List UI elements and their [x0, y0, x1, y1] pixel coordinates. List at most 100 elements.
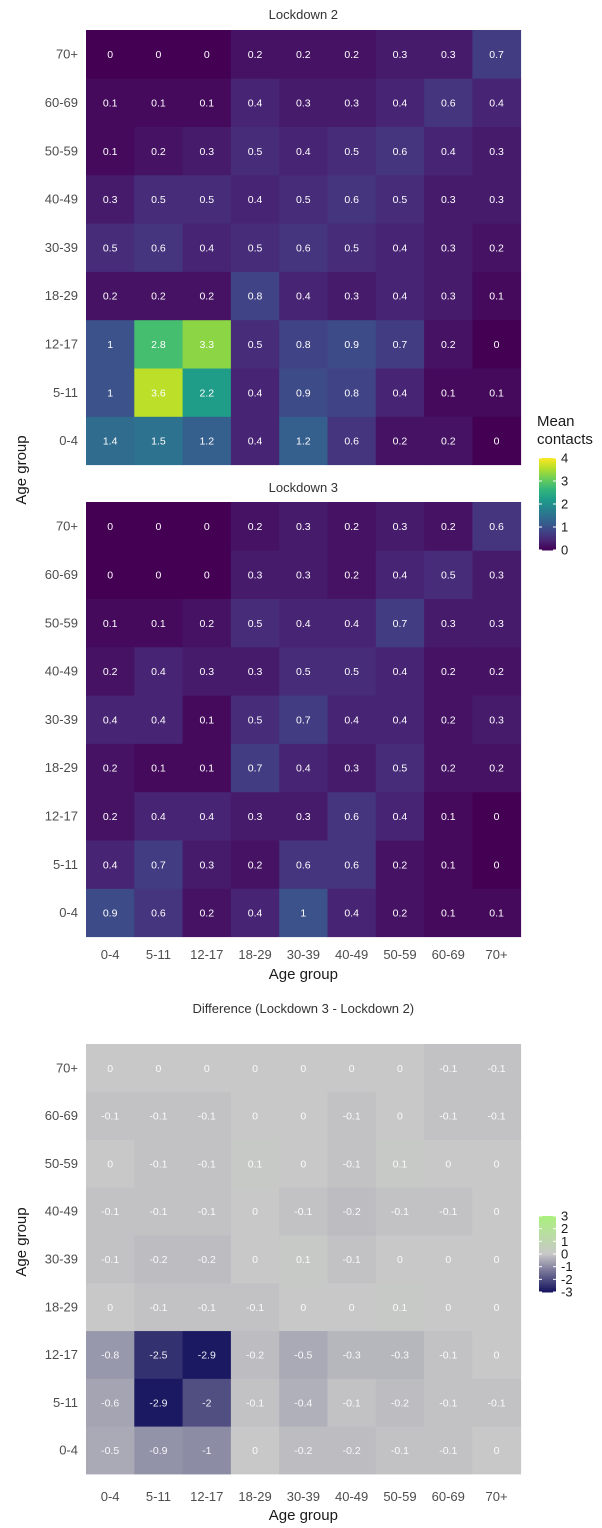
heatmap-cell	[424, 174, 473, 224]
heatmap-cell	[327, 319, 377, 369]
heatmap-cell	[230, 1139, 280, 1188]
heatmap-cell	[86, 1187, 135, 1236]
cell-value: 0.5	[344, 146, 359, 158]
legend-colorbar-segment	[539, 1242, 556, 1245]
heatmap-cell	[279, 1426, 328, 1475]
cell-value: 0	[494, 1350, 500, 1362]
cell-value: 0.3	[344, 97, 359, 109]
legend-colorbar-segment	[539, 467, 556, 470]
cell-value: 0.3	[199, 859, 214, 871]
cell-value: 0	[494, 1254, 500, 1266]
heatmap-cell	[182, 743, 232, 793]
cell-value: 0.4	[151, 811, 166, 823]
cell-value: 0.5	[103, 242, 118, 254]
row-label: 30-39	[45, 240, 78, 255]
heatmap-cell	[134, 1426, 183, 1475]
heatmap-cell	[472, 1235, 522, 1284]
col-label: 18-29	[238, 947, 271, 962]
cell-value: 0.3	[296, 811, 311, 823]
cell-value: 0.2	[441, 521, 456, 533]
cell-value: 0.5	[344, 242, 359, 254]
heatmap-cell	[134, 78, 183, 127]
heatmap-cell	[327, 30, 377, 79]
heatmap-cell	[230, 646, 280, 696]
heatmap-cell	[134, 223, 183, 272]
heatmap-cell	[327, 1330, 377, 1379]
heatmap-cell	[424, 1426, 473, 1475]
cell-value: 0.3	[441, 194, 456, 206]
cell-value: 0	[494, 1158, 500, 1170]
cell-value: -0.1	[439, 1397, 457, 1409]
heatmap-cell	[424, 1044, 473, 1093]
cell-value: 0.3	[344, 763, 359, 775]
heatmap-cell	[327, 1044, 377, 1093]
cell-value: 0.2	[103, 666, 118, 678]
heatmap-cell	[375, 791, 425, 841]
row-label: 70+	[56, 47, 78, 62]
heatmap-cell	[230, 743, 280, 793]
heatmap-cell	[230, 416, 280, 466]
col-label: 18-29	[238, 1489, 271, 1504]
legend-colorbar-segment	[539, 460, 556, 464]
heatmap-cell	[472, 695, 522, 744]
heatmap-cell	[375, 550, 425, 599]
heatmap-cell	[327, 743, 377, 793]
cell-value: -0.2	[343, 1445, 361, 1457]
cell-value: 0.4	[151, 714, 166, 726]
legend-colorbar-segment	[539, 478, 556, 482]
heatmap-cell	[230, 1330, 280, 1379]
cell-value: 0.5	[344, 666, 359, 678]
heatmap-cell	[327, 502, 377, 551]
cell-value: 0.6	[296, 859, 311, 871]
heatmap-cell	[182, 416, 232, 466]
cell-value: 0.7	[248, 763, 263, 775]
heatmap-cell	[472, 30, 522, 79]
heatmap-cell	[424, 368, 473, 417]
legend-colorbar-segment	[539, 474, 556, 477]
cell-value: 0.2	[344, 521, 359, 533]
heatmap-cell	[182, 1378, 232, 1427]
row-label: 40-49	[45, 1204, 78, 1219]
cell-value: 0	[204, 521, 210, 533]
heatmap-cell	[230, 1235, 280, 1284]
heatmap-cell	[86, 126, 135, 176]
legend-tick-label: 3	[561, 1209, 568, 1224]
col-label: 0-4	[101, 1489, 120, 1504]
cell-value: 0	[494, 436, 500, 448]
cell-value: 0.6	[344, 859, 359, 871]
heatmap-cell	[327, 78, 377, 127]
legend-colorbar-segment	[539, 485, 556, 489]
cell-value: -0.1	[246, 1302, 264, 1314]
heatmap-cell	[279, 695, 328, 744]
cell-value: 0.2	[199, 908, 214, 920]
heatmap-cell	[375, 840, 425, 889]
heatmap-cell	[279, 30, 328, 79]
legend-colorbar-segment	[539, 469, 556, 473]
legend-colorbar-segment	[539, 1278, 556, 1282]
legend-tick-label: 0	[561, 543, 568, 558]
legend-tick-label: 4	[561, 451, 568, 466]
heatmap-cell	[375, 1330, 425, 1379]
legend-colorbar-segment	[539, 1219, 556, 1223]
heatmap-cell	[472, 1091, 522, 1140]
row-label: 0-4	[59, 1443, 78, 1458]
cell-value: 0.5	[393, 763, 408, 775]
cell-value: 0.5	[296, 666, 311, 678]
heatmap-cell	[86, 223, 135, 272]
heatmap-cell	[134, 888, 183, 938]
heatmap-cell	[230, 1426, 280, 1475]
cell-value: 0.7	[296, 714, 311, 726]
heatmap-cell	[134, 743, 183, 793]
legend-colorbar-segment	[539, 1280, 556, 1283]
legend-colorbar-segment	[539, 458, 556, 461]
heatmap-cell	[134, 791, 183, 841]
cell-value: -0.2	[198, 1254, 216, 1266]
heatmap-cell	[327, 1378, 377, 1427]
heatmap-cell	[375, 368, 425, 417]
cell-value: 0.2	[248, 521, 263, 533]
heatmap-cell	[134, 416, 183, 466]
heatmap-cell	[230, 888, 280, 938]
legend-colorbar-segment	[539, 1254, 556, 1257]
heatmap-cell	[424, 319, 473, 369]
heatmap-cell	[182, 1426, 232, 1475]
